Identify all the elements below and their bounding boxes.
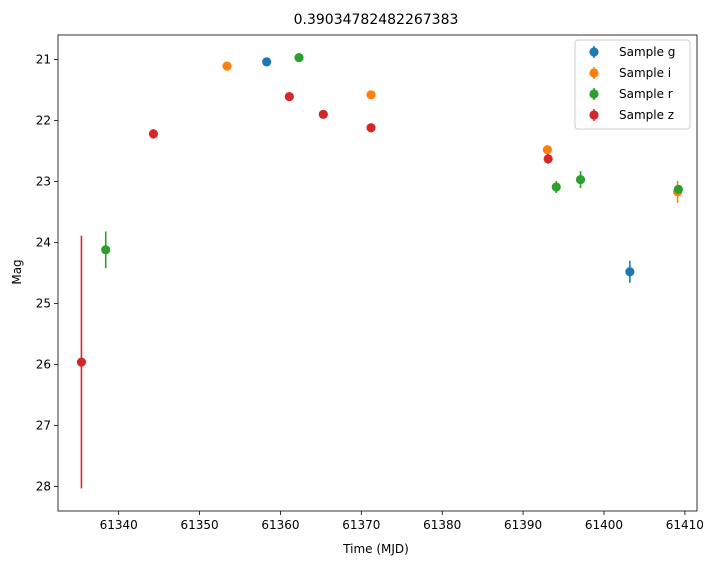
legend-label-2: Sample r xyxy=(619,87,673,101)
y-tick-label-7: 28 xyxy=(36,480,51,494)
data-point-2-2 xyxy=(551,182,561,192)
data-point-0-0 xyxy=(262,57,272,67)
legend-marker-2 xyxy=(589,89,599,99)
data-point-3-2 xyxy=(284,92,294,102)
x-tick-label-1: 61350 xyxy=(180,518,218,532)
data-point-3-3 xyxy=(318,109,328,119)
legend-box xyxy=(574,39,691,130)
x-tick-label-5: 61390 xyxy=(504,518,542,532)
series-sample-g xyxy=(262,57,635,283)
x-axis: 61340 61350 61360 61370 61380 61390 61400 61410 xyxy=(100,511,704,532)
series-sample-z xyxy=(76,92,553,489)
legend-label-3: Sample z xyxy=(619,108,674,122)
legend: Sample g Sample i Sample r Sample z xyxy=(574,39,691,130)
y-tick-label-1: 22 xyxy=(36,113,51,127)
y-tick-label-6: 27 xyxy=(36,419,51,433)
y-axis: 21 22 23 24 25 26 27 28 xyxy=(36,52,58,494)
series-sample-r xyxy=(101,52,683,269)
x-axis-label: Time (MJD) xyxy=(342,542,409,556)
data-point-2-0 xyxy=(101,245,111,255)
data-point-1-0 xyxy=(222,61,232,71)
x-tick-label-7: 61410 xyxy=(666,518,704,532)
plot-frame xyxy=(57,34,698,512)
data-point-3-1 xyxy=(148,129,159,139)
x-tick-label-6: 61400 xyxy=(585,518,623,532)
data-marks xyxy=(76,52,683,489)
data-point-3-5 xyxy=(543,154,553,164)
x-tick-label-3: 61370 xyxy=(342,518,380,532)
data-point-3-4 xyxy=(366,123,376,133)
legend-marker-3 xyxy=(589,110,599,120)
x-tick-label-0: 61340 xyxy=(100,518,138,532)
data-point-3-0 xyxy=(76,357,87,367)
legend-marker-0 xyxy=(589,47,599,57)
x-tick-label-2: 61360 xyxy=(261,518,299,532)
legend-label-1: Sample i xyxy=(619,66,671,80)
data-point-2-1 xyxy=(294,52,304,63)
y-tick-label-0: 21 xyxy=(36,52,51,66)
data-point-1-1 xyxy=(366,90,376,100)
plot-border xyxy=(57,34,698,512)
y-tick-label-2: 23 xyxy=(36,174,51,188)
x-tick-label-4: 61380 xyxy=(423,518,461,532)
y-tick-label-5: 26 xyxy=(36,358,51,372)
legend-marker-1 xyxy=(589,68,599,78)
legend-label-0: Sample g xyxy=(619,45,675,59)
y-axis-label: Mag xyxy=(10,259,24,284)
data-point-1-2 xyxy=(542,145,552,155)
chart-title: 0.39034782482267383 xyxy=(294,12,459,28)
y-tick-label-4: 25 xyxy=(36,297,51,311)
data-point-2-4 xyxy=(673,184,683,194)
y-tick-label-3: 24 xyxy=(36,235,51,249)
data-point-2-3 xyxy=(575,175,586,185)
data-point-0-1 xyxy=(625,267,635,277)
